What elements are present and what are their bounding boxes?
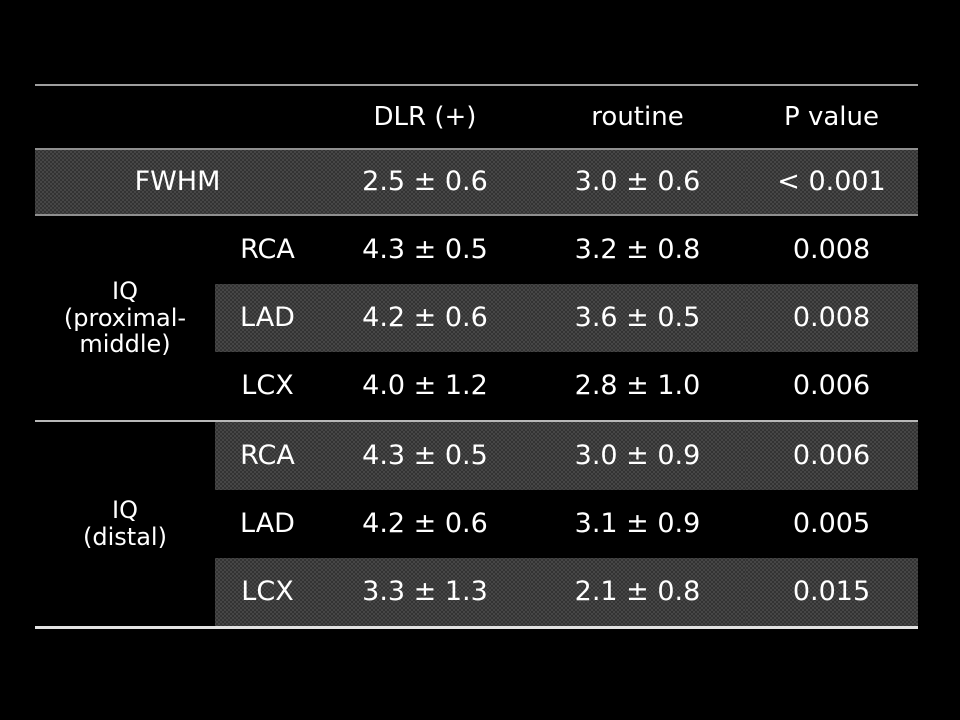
routine-value-cell: 3.6 ± 0.5 (530, 284, 745, 352)
header-row: DLR (+) routine P value (35, 85, 918, 149)
vessel-cell: LCX (215, 558, 320, 628)
dlr-value-cell: 3.3 ± 1.3 (320, 558, 530, 628)
vessel-cell: LAD (240, 508, 295, 540)
table-row-proximal-lcx: LCX 4.0 ± 1.2 2.8 ± 1.0 0.006 (35, 352, 918, 421)
table-row-distal-rca: IQ (distal) RCA 4.3 ± 0.5 3.0 ± 0.9 0.00… (35, 420, 918, 628)
header-col-pvalue: P value (784, 101, 879, 132)
fwhm-row: FWHM 2.5 ± 0.6 3.0 ± 0.6 < 0.001 (35, 148, 918, 216)
pvalue-cell: 0.015 (745, 558, 918, 628)
fwhm-label: FWHM (35, 148, 320, 216)
header-col-dlr: DLR (+) (373, 101, 477, 132)
fwhm-pvalue: < 0.001 (745, 148, 918, 216)
table-row-proximal-lad: LAD 4.2 ± 0.6 3.6 ± 0.5 0.008 (35, 284, 918, 352)
routine-value-cell: 2.8 ± 1.0 (574, 370, 701, 402)
header-col-routine: routine (591, 101, 684, 132)
routine-value-cell: 2.1 ± 0.8 (530, 558, 745, 628)
dlr-value-cell: 4.0 ± 1.2 (362, 370, 488, 402)
group-label-proximal-middle: IQ (proximal- middle) (63, 276, 187, 359)
pvalue-cell: 0.006 (792, 370, 871, 402)
pvalue-cell: 0.008 (745, 284, 918, 352)
vessel-cell: RCA (215, 420, 320, 490)
vessel-cell: LCX (241, 370, 294, 402)
pvalue-cell: 0.005 (792, 508, 871, 540)
dlr-value-cell: 4.3 ± 0.5 (320, 420, 530, 490)
dlr-value-cell: 4.2 ± 0.6 (362, 508, 488, 540)
routine-value-cell: 3.2 ± 0.8 (574, 234, 701, 266)
routine-value-cell: 3.1 ± 0.9 (574, 508, 701, 540)
vessel-cell: RCA (240, 234, 295, 266)
fwhm-routine-value: 3.0 ± 0.6 (530, 148, 745, 216)
dlr-value-cell: 4.2 ± 0.6 (320, 284, 530, 352)
pvalue-cell: 0.006 (745, 420, 918, 490)
table-row-distal-lad: LAD 4.2 ± 0.6 3.1 ± 0.9 0.005 (35, 490, 918, 558)
table-row-proximal-rca: IQ (proximal- middle) RCA 4.3 ± 0.5 3.2 … (35, 215, 918, 358)
results-table: DLR (+) routine P value FWHM 2.5 ± 0.6 3… (35, 84, 918, 629)
header-empty-cell (35, 85, 320, 149)
routine-value-cell: 3.0 ± 0.9 (530, 420, 745, 490)
fwhm-dlr-value: 2.5 ± 0.6 (320, 148, 530, 216)
pvalue-cell: 0.008 (792, 234, 871, 266)
table-row-distal-lcx: LCX 3.3 ± 1.3 2.1 ± 0.8 0.015 (35, 558, 918, 628)
group-label-distal: IQ (distal) (35, 420, 215, 628)
vessel-cell: LAD (215, 284, 320, 352)
dlr-value-cell: 4.3 ± 0.5 (362, 234, 488, 266)
